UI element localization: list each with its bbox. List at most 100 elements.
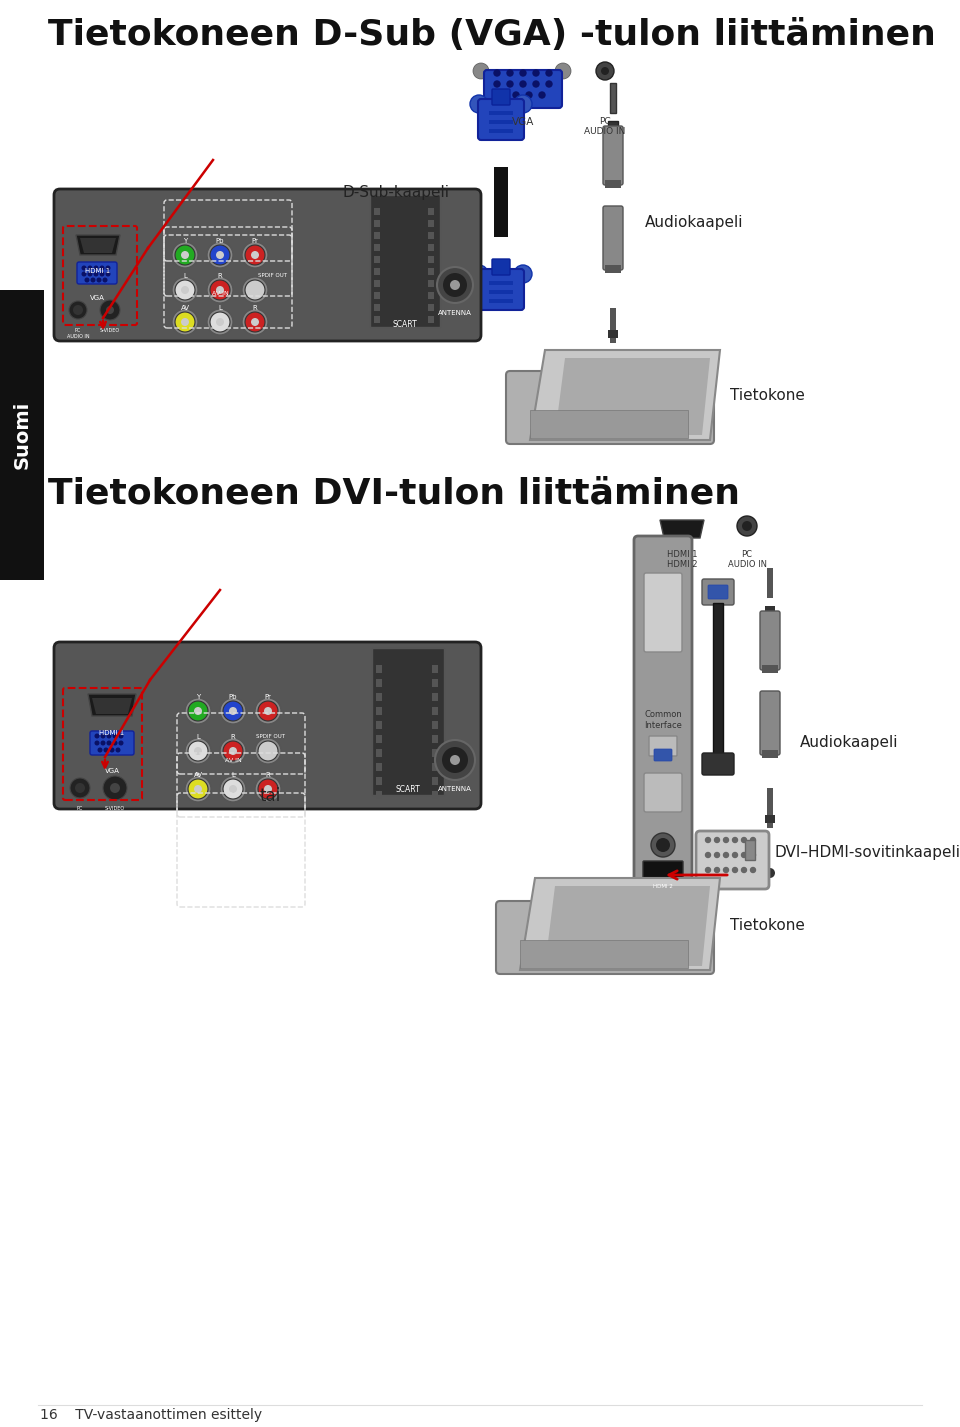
Text: AV IN: AV IN [211,291,228,295]
Text: SCART: SCART [393,320,418,330]
Text: PC
AUDIO IN: PC AUDIO IN [66,328,89,338]
Circle shape [216,251,224,258]
Circle shape [172,310,198,335]
Circle shape [656,838,670,852]
Circle shape [255,698,281,723]
FancyBboxPatch shape [603,205,623,270]
Text: D-Sub-kaapeli: D-Sub-kaapeli [343,184,450,200]
FancyBboxPatch shape [496,900,714,975]
Bar [432,721,438,729]
Circle shape [608,378,618,388]
Circle shape [194,706,202,715]
Bar [432,665,438,674]
Circle shape [216,318,224,325]
FancyBboxPatch shape [603,126,623,186]
Bar [376,776,382,785]
Bar [376,735,382,743]
Circle shape [188,779,208,799]
Circle shape [95,741,99,745]
Bar [745,841,755,860]
Text: Tietokoneen D-Sub (VGA) -tulon liittäminen: Tietokoneen D-Sub (VGA) -tulon liittämin… [48,19,936,51]
Circle shape [494,81,500,87]
Bar [432,735,438,743]
Circle shape [181,251,189,258]
Circle shape [83,273,85,275]
Text: VGA: VGA [512,117,534,127]
Circle shape [706,868,710,872]
Circle shape [473,63,489,78]
Bar [374,244,380,251]
Circle shape [229,785,237,793]
Bar [428,244,434,251]
Circle shape [494,70,500,76]
Circle shape [188,701,208,721]
Circle shape [596,61,614,80]
Bar [376,706,382,715]
Text: HDMI 1
HDMI 2: HDMI 1 HDMI 2 [667,549,697,569]
Text: HDMI 1: HDMI 1 [100,731,125,736]
Text: L: L [183,273,187,280]
Bar [372,648,444,795]
Circle shape [601,67,609,76]
Text: S-VIDEO: S-VIDEO [100,328,120,332]
Circle shape [220,738,246,763]
Circle shape [104,278,107,281]
Bar [374,255,380,263]
Text: Tietokone: Tietokone [730,918,804,932]
FancyBboxPatch shape [54,642,481,809]
Circle shape [513,91,519,98]
Circle shape [741,838,747,842]
Bar [767,568,773,598]
Text: Pb: Pb [216,238,225,244]
Circle shape [85,278,89,281]
Circle shape [514,265,532,283]
Circle shape [229,706,237,715]
Circle shape [251,318,259,325]
Circle shape [500,91,506,98]
FancyBboxPatch shape [760,611,780,671]
Circle shape [714,838,719,842]
FancyBboxPatch shape [90,731,134,755]
Bar [432,706,438,715]
Circle shape [242,310,268,335]
Text: SPDIF OUT: SPDIF OUT [255,733,284,739]
Bar [376,749,382,756]
Circle shape [258,779,278,799]
Text: HDMI 2: HDMI 2 [653,883,673,889]
Bar [374,315,380,323]
Polygon shape [530,350,720,440]
Circle shape [175,280,195,300]
Circle shape [255,776,281,802]
Circle shape [100,300,120,320]
Circle shape [119,735,123,738]
Circle shape [651,833,675,858]
Bar [713,604,723,758]
Bar [762,665,778,674]
Text: Pb: Pb [228,694,237,701]
Bar [767,788,773,828]
Bar [428,280,434,287]
Circle shape [264,706,272,715]
Circle shape [242,243,268,268]
Circle shape [83,267,85,270]
Bar [376,763,382,771]
Text: VGA: VGA [89,295,105,301]
Bar [432,776,438,785]
Bar [374,268,380,275]
Circle shape [185,698,211,723]
Bar [489,111,513,116]
Text: S-VIDEO: S-VIDEO [105,806,125,811]
Circle shape [443,273,467,297]
Text: 16    TV-vastaanottimen esittely: 16 TV-vastaanottimen esittely [40,1408,262,1421]
Circle shape [119,741,123,745]
Circle shape [194,746,202,755]
Text: R: R [218,273,223,280]
Circle shape [175,313,195,332]
Bar [489,120,513,124]
Bar [428,293,434,300]
Circle shape [175,245,195,265]
Circle shape [88,267,92,270]
Circle shape [737,517,757,537]
Circle shape [223,741,243,761]
Bar [489,128,513,133]
